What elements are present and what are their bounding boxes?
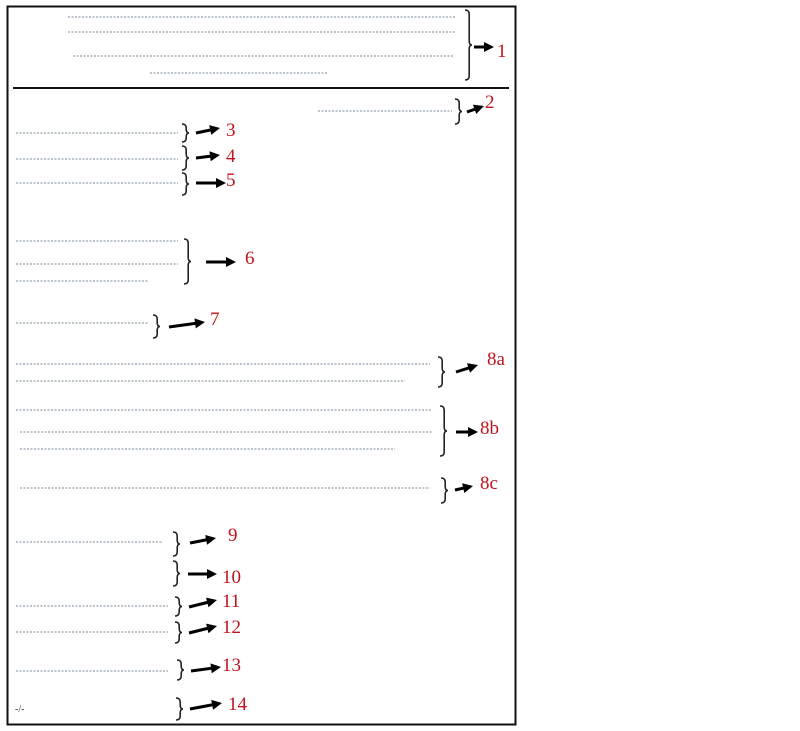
brace-icon <box>181 145 190 171</box>
arrow-head-icon <box>472 104 484 115</box>
annotation-6: 6 <box>16 238 255 285</box>
part-number-label: 1 <box>497 41 507 62</box>
brace-icon <box>183 238 192 285</box>
arrow-head-icon <box>206 623 217 634</box>
annotation-12: 12 <box>16 617 241 644</box>
annotation-4: 4 <box>16 145 236 171</box>
part-number-label: 9 <box>228 525 238 546</box>
annotation-14: 14 <box>175 694 248 721</box>
brace-icon <box>176 659 185 681</box>
brace-icon <box>181 172 190 196</box>
arrow-head-icon <box>194 318 205 329</box>
annotation-11: 11 <box>16 591 240 617</box>
brace-icon <box>175 697 184 721</box>
arrow-head-icon <box>209 151 220 162</box>
end-marker: -/- <box>15 704 24 715</box>
part-number-label: 3 <box>226 120 236 141</box>
annotation-8a: 8a <box>16 349 506 388</box>
part-number-label: 8a <box>487 349 506 370</box>
brace-icon <box>181 123 190 143</box>
annotation-5: 5 <box>16 170 236 196</box>
arrow-head-icon <box>462 483 473 494</box>
annotation-8b: 8b <box>16 405 499 457</box>
part-number-label: 6 <box>245 248 255 269</box>
annotation-3: 3 <box>16 120 236 143</box>
arrow-head-icon <box>207 569 217 579</box>
annotation-13: 13 <box>16 655 241 681</box>
arrow-head-icon <box>466 363 478 373</box>
brace-icon <box>440 477 449 504</box>
arrow-head-icon <box>211 699 222 710</box>
arrow-head-icon <box>226 257 236 267</box>
arrow-head-icon <box>205 534 216 545</box>
arrow-head-icon <box>484 42 494 52</box>
arrow-line <box>189 702 217 711</box>
page-frame <box>6 5 517 726</box>
arrow-head-icon <box>468 427 478 437</box>
arrow-head-icon <box>210 663 221 674</box>
brace-icon <box>152 314 161 339</box>
arrow-line <box>168 321 200 329</box>
annotation-7: 7 <box>16 309 220 339</box>
part-number-label: 7 <box>210 309 220 330</box>
part-number-label: 8c <box>480 473 498 494</box>
part-number-label: 13 <box>222 655 241 676</box>
arrow-head-icon <box>216 178 226 188</box>
part-number-label: 11 <box>222 591 240 612</box>
part-number-label: 2 <box>485 92 495 113</box>
arrow-line <box>190 666 216 673</box>
annotation-2: 2 <box>318 92 495 125</box>
part-number-label: 4 <box>226 146 236 167</box>
part-number-label: 12 <box>222 617 241 638</box>
brace-icon <box>174 596 183 617</box>
part-number-label: 8b <box>480 418 499 439</box>
annotation-8c: 8c <box>20 473 498 504</box>
part-number-label: 10 <box>222 567 241 588</box>
part-number-label: 5 <box>226 170 236 191</box>
arrow-head-icon <box>206 597 217 608</box>
brace-icon <box>464 9 473 81</box>
annotation-9: 9 <box>16 525 238 557</box>
brace-icon <box>172 531 181 557</box>
brace-icon <box>172 560 181 587</box>
arrow-head-icon <box>209 125 220 135</box>
annotation-1: 1 <box>68 9 507 81</box>
brace-icon <box>437 356 446 388</box>
part-number-label: 14 <box>228 694 248 715</box>
brace-icon <box>454 98 463 125</box>
annotation-10: 10 <box>172 560 241 588</box>
brace-icon <box>174 621 183 644</box>
brace-icon <box>439 405 448 457</box>
